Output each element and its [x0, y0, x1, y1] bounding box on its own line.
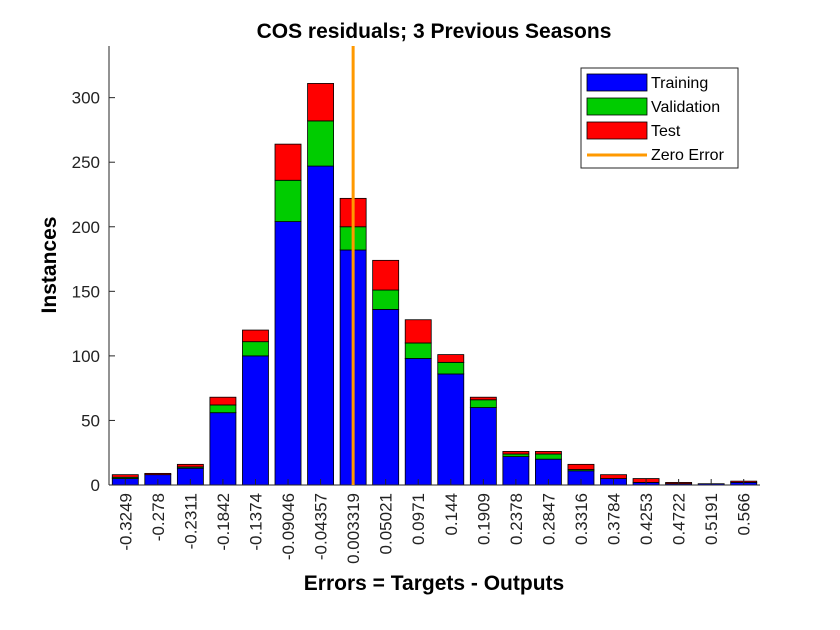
- bar-validation-5: [274, 179, 302, 222]
- y-tick-label: 50: [81, 411, 100, 430]
- bar-test-4: [242, 329, 269, 343]
- bar-test-14: [567, 463, 595, 470]
- bar-test-1: [144, 472, 172, 476]
- bar-validation-3: [209, 404, 237, 414]
- x-tick-label: 0.144: [442, 493, 461, 536]
- bar-test-8: [372, 259, 400, 291]
- bar-test-15: [600, 474, 627, 479]
- y-tick-label: 100: [72, 347, 100, 366]
- legend-swatch-validation: [586, 97, 648, 116]
- y-tick-label: 200: [72, 218, 100, 237]
- y-tick-label: 300: [72, 89, 100, 108]
- x-tick-label: -0.2311: [181, 493, 200, 549]
- chart-title: COS residuals; 3 Previous Seasons: [257, 20, 612, 43]
- legend-label-test: Test: [651, 123, 681, 140]
- x-tick-label: -0.09046: [279, 493, 298, 560]
- bar-test-12: [502, 451, 530, 455]
- bar-test-9: [404, 319, 432, 344]
- axes-layer: 0 50 100 150 200 250 300 -0.3249 -0.278 -0.2311 -0…: [72, 46, 760, 564]
- x-tick-label: 0.4253: [637, 493, 656, 545]
- x-tick-label: 0.4722: [670, 493, 689, 545]
- bar-training-11: [469, 407, 497, 486]
- bar-training-4: [242, 355, 269, 486]
- y-tick-label: 250: [72, 153, 100, 172]
- y-tick-label: 150: [72, 282, 100, 301]
- x-tick-label: 0.0971: [409, 493, 428, 545]
- x-tick-label: -0.1842: [214, 493, 233, 551]
- x-tick-label: 0.1909: [474, 493, 493, 545]
- x-tick-label: 0.003319: [344, 493, 363, 564]
- x-tick-label: -0.04357: [312, 493, 331, 560]
- bar-training-9: [404, 358, 432, 486]
- legend-label-validation: Validation: [651, 99, 720, 116]
- y-axis-label: Instances: [38, 217, 61, 314]
- bar-test-13: [535, 451, 562, 455]
- legend-swatch-test: [586, 121, 648, 140]
- bar-validation-13: [535, 453, 562, 460]
- x-tick-label: -0.278: [149, 493, 168, 541]
- bar-test-5: [274, 143, 302, 181]
- bar-training-5: [274, 221, 302, 486]
- legend-swatch-training: [586, 73, 648, 92]
- bar-validation-9: [404, 342, 432, 359]
- x-tick-label: -0.1374: [246, 493, 265, 551]
- x-tick-label: 0.566: [735, 493, 754, 536]
- x-axis-label: Errors = Targets - Outputs: [304, 572, 564, 595]
- x-tick-label: 0.5191: [702, 493, 721, 545]
- bar-validation-6: [307, 120, 334, 167]
- bar-test-3: [209, 396, 237, 406]
- bar-validation-4: [242, 341, 269, 357]
- legend-label-training: Training: [651, 75, 708, 92]
- bar-training-8: [372, 308, 400, 486]
- y-tick-label: 0: [91, 476, 100, 495]
- bar-validation-8: [372, 289, 400, 310]
- bar-training-10: [437, 373, 465, 486]
- x-tick-label: -0.3249: [116, 493, 135, 551]
- legend: Training Validation Test Zero Error: [580, 67, 739, 169]
- bar-training-3: [209, 412, 237, 486]
- x-tick-label: 0.2847: [539, 493, 558, 545]
- x-tick-label: 0.05021: [377, 493, 396, 554]
- legend-label-zero-error: Zero Error: [651, 147, 725, 164]
- bar-test-6: [307, 83, 334, 122]
- bar-training-6: [307, 165, 334, 486]
- x-tick-label: 0.3316: [572, 493, 591, 545]
- bar-test-0: [111, 474, 139, 478]
- bar-validation-10: [437, 361, 465, 375]
- bar-test-2: [176, 463, 204, 468]
- bar-test-10: [437, 354, 465, 363]
- x-tick-label: 0.2378: [507, 493, 526, 545]
- bar-test-11: [469, 396, 497, 401]
- bar-validation-11: [469, 399, 497, 408]
- x-tick-label: 0.3784: [605, 493, 624, 545]
